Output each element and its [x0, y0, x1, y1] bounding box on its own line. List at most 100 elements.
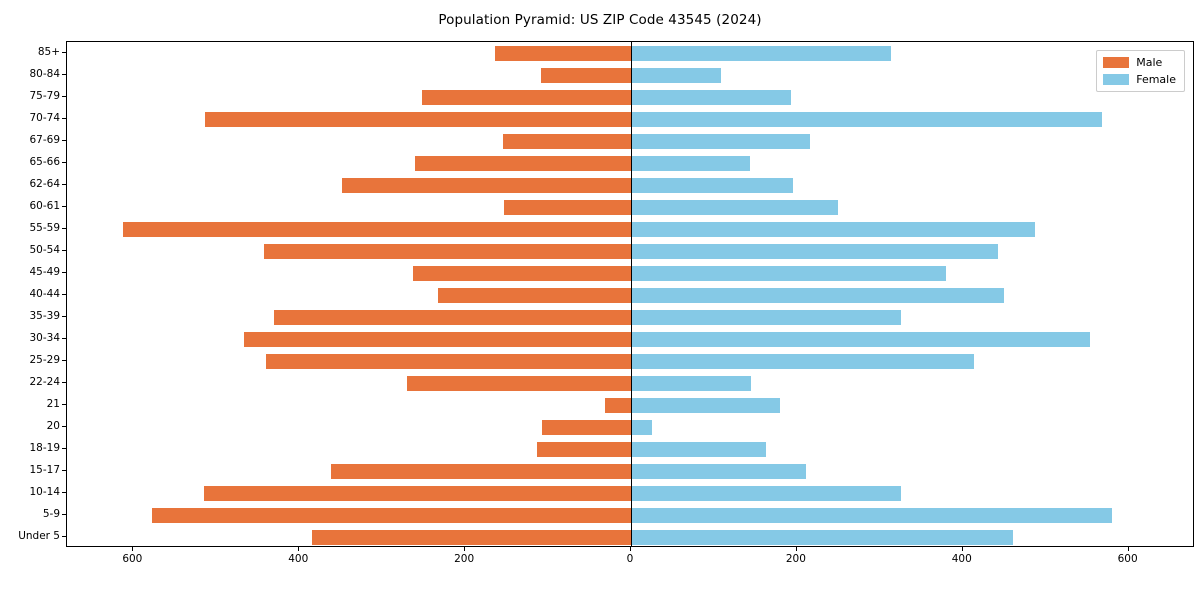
plot-area: Male Female [66, 41, 1194, 547]
y-axis-labels: 85+ 80-84 75-79 70-74 67-69 65-66 62-64 60-61 55… [0, 41, 60, 547]
y-tick-label: 62-64 [29, 178, 60, 190]
center-axis-layer [67, 42, 1193, 546]
bar-female [631, 353, 975, 369]
bar-male [412, 265, 631, 281]
y-tick-label: 75-79 [29, 90, 60, 102]
y-tick-label: 21 [46, 398, 60, 410]
y-tick-mark [62, 184, 66, 185]
y-tick-label: 65-66 [29, 156, 60, 168]
bar-female [631, 111, 1103, 127]
zero-axis-line [631, 42, 632, 546]
y-tick-label: 5-9 [42, 508, 60, 520]
y-tick-label: 40-44 [29, 288, 60, 300]
x-tick-label: 600 [1117, 553, 1138, 565]
bar-male [330, 463, 631, 479]
x-tick-mark [961, 547, 963, 551]
x-tick-label: 400 [288, 553, 309, 565]
bar-female [631, 199, 839, 215]
bar-male [503, 133, 631, 149]
y-tick-label: 45-49 [29, 266, 60, 278]
legend-swatch-male [1103, 57, 1130, 68]
y-tick-label: 50-54 [29, 244, 60, 256]
y-tick-label: 60-61 [29, 200, 60, 212]
y-tick-label: 35-39 [29, 310, 60, 322]
x-tick-mark [1127, 547, 1129, 551]
bar-female [631, 287, 1005, 303]
legend-swatch-female [1103, 74, 1130, 85]
y-tick-mark [62, 140, 66, 141]
x-tick-label: 0 [626, 553, 634, 565]
y-tick-label: 30-34 [29, 332, 60, 344]
bar-male [263, 243, 631, 259]
x-tick-mark [464, 547, 466, 551]
y-tick-mark [62, 492, 66, 493]
legend: Male Female [1096, 50, 1185, 92]
bar-female [631, 155, 750, 171]
bar-female [631, 397, 781, 413]
y-tick-mark [62, 404, 66, 405]
bar-male [122, 221, 631, 237]
y-tick-mark [62, 448, 66, 449]
bar-female [631, 89, 792, 105]
bar-male [537, 441, 631, 457]
y-tick-mark [62, 316, 66, 317]
bar-female [631, 265, 947, 281]
y-tick-label: 25-29 [29, 354, 60, 366]
y-tick-label: 67-69 [29, 134, 60, 146]
y-tick-label: 85+ [37, 46, 60, 58]
y-tick-label: 22-24 [29, 376, 60, 388]
y-tick-mark [62, 382, 66, 383]
bar-male [605, 397, 631, 413]
y-tick-mark [62, 52, 66, 53]
bar-male [494, 45, 631, 61]
bar-male [151, 507, 631, 523]
bar-female [631, 133, 811, 149]
y-tick-mark [62, 74, 66, 75]
bar-female [631, 507, 1113, 523]
y-tick-mark [62, 96, 66, 97]
y-tick-mark [62, 250, 66, 251]
bar-female [631, 309, 902, 325]
bar-female [631, 45, 891, 61]
y-axis-tick-marks [62, 41, 66, 547]
x-tick-mark [795, 547, 797, 551]
y-tick-mark [62, 470, 66, 471]
bar-female [631, 485, 902, 501]
legend-entry-female: Female [1103, 73, 1176, 86]
x-axis-labels: 600 400 200 0 200 400 600 [66, 553, 1194, 573]
bar-female [631, 463, 806, 479]
bar-male [504, 199, 631, 215]
bar-female [631, 419, 652, 435]
y-tick-mark [62, 360, 66, 361]
y-tick-mark [62, 206, 66, 207]
bar-male [437, 287, 631, 303]
y-tick-mark [62, 272, 66, 273]
bar-female [631, 221, 1035, 237]
y-tick-mark [62, 536, 66, 537]
y-tick-mark [62, 228, 66, 229]
bar-male [274, 309, 631, 325]
bar-male [204, 111, 631, 127]
y-tick-label: 20 [46, 420, 60, 432]
bar-male [542, 419, 631, 435]
x-tick-label: 400 [951, 553, 972, 565]
bar-male [415, 155, 631, 171]
x-tick-label: 600 [122, 553, 143, 565]
bar-male [266, 353, 631, 369]
x-tick-label: 200 [785, 553, 806, 565]
bar-female [631, 441, 767, 457]
bar-female [631, 67, 721, 83]
y-tick-label: 10-14 [29, 486, 60, 498]
y-tick-label: Under 5 [18, 530, 60, 542]
bar-female [631, 243, 999, 259]
y-tick-mark [62, 338, 66, 339]
y-tick-label: 70-74 [29, 112, 60, 124]
y-tick-label: 15-17 [29, 464, 60, 476]
y-tick-mark [62, 294, 66, 295]
bar-female [631, 177, 793, 193]
y-tick-mark [62, 118, 66, 119]
x-tick-label: 200 [454, 553, 475, 565]
legend-label-male: Male [1136, 56, 1163, 69]
y-tick-label: 55-59 [29, 222, 60, 234]
